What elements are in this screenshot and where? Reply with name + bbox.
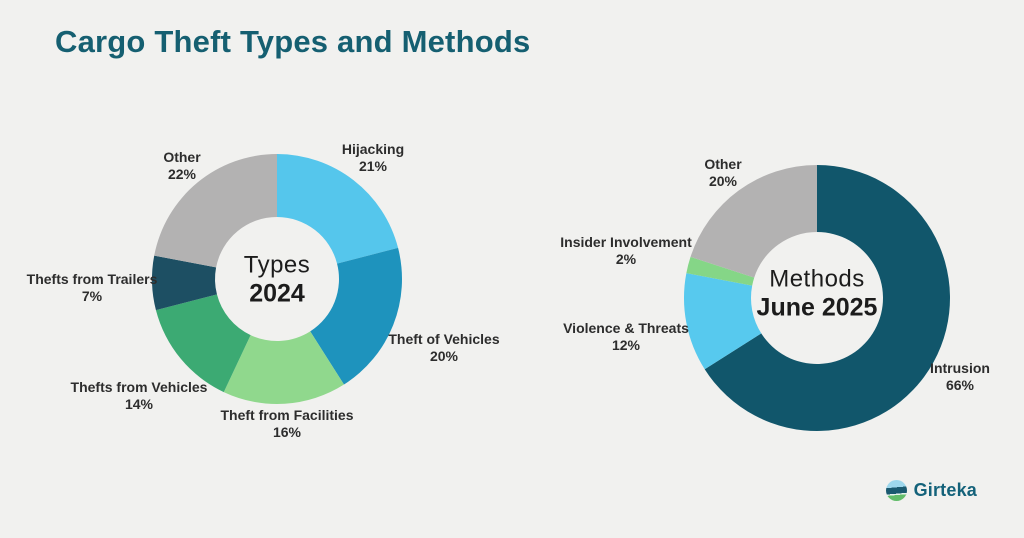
donut-slice-theft-of-vehicles bbox=[310, 247, 402, 385]
slice-label-other: Other 20% bbox=[704, 156, 742, 189]
donut-slice-insider-involvement bbox=[686, 256, 755, 286]
slice-label-insider-involvement: Insider Involvement 2% bbox=[560, 234, 692, 267]
methods-chart-center-label: Methods June 2025 bbox=[756, 265, 878, 322]
girteka-logo-text: Girteka bbox=[913, 480, 977, 500]
donut-slice-intrusion bbox=[704, 165, 950, 432]
donut-slice-other bbox=[154, 154, 277, 268]
slice-label-theft-from-facilities: Theft from Facilities 16% bbox=[220, 407, 354, 440]
slice-label-theft-of-vehicles: Theft of Vehicles 20% bbox=[388, 331, 500, 364]
types-chart-center-label: Types 2024 bbox=[243, 251, 311, 308]
donut-slice-theft-from-facilities bbox=[223, 331, 344, 404]
donut-slice-other bbox=[690, 165, 817, 278]
slice-label-other: Other 22% bbox=[163, 149, 201, 182]
slice-label-intrusion: Intrusion 66% bbox=[930, 360, 990, 393]
slice-label-thefts-from-trailers: Thefts from Trailers 7% bbox=[26, 271, 158, 304]
slice-label-hijacking: Hijacking 21% bbox=[341, 141, 405, 174]
page-title: Cargo Theft Types and Methods bbox=[55, 24, 531, 59]
slice-label-violence-threats: Violence & Threats 12% bbox=[563, 320, 689, 353]
donut-slice-thefts-from-vehicles bbox=[155, 294, 251, 393]
slice-label-thefts-from-vehicles: Thefts from Vehicles 14% bbox=[70, 379, 208, 412]
methods-chart-title: Methods bbox=[769, 265, 865, 293]
donut-slice-hijacking bbox=[277, 154, 399, 264]
donut-slice-violence-threats bbox=[684, 273, 762, 370]
methods-chart-subtitle: June 2025 bbox=[756, 293, 878, 322]
types-chart-subtitle: 2024 bbox=[249, 279, 305, 308]
girteka-logo: Girteka bbox=[885, 480, 977, 501]
types-chart-title: Types bbox=[243, 251, 311, 279]
girteka-globe-icon bbox=[885, 480, 907, 501]
donut-slice-thefts-from-trailers bbox=[151, 255, 217, 311]
